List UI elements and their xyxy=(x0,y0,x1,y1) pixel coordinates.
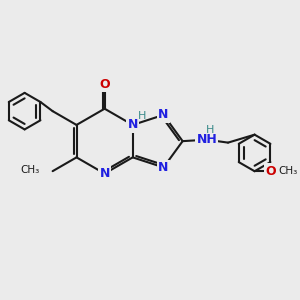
Text: CH₃: CH₃ xyxy=(20,165,39,175)
Text: O: O xyxy=(266,165,276,178)
Text: H: H xyxy=(138,111,146,121)
Text: N: N xyxy=(158,108,169,122)
Text: N: N xyxy=(158,161,169,174)
Text: H: H xyxy=(206,125,214,135)
Text: N: N xyxy=(128,118,138,131)
Text: O: O xyxy=(99,78,110,91)
Text: N: N xyxy=(99,167,110,180)
Text: CH₃: CH₃ xyxy=(278,166,298,176)
Text: NH: NH xyxy=(196,133,217,146)
